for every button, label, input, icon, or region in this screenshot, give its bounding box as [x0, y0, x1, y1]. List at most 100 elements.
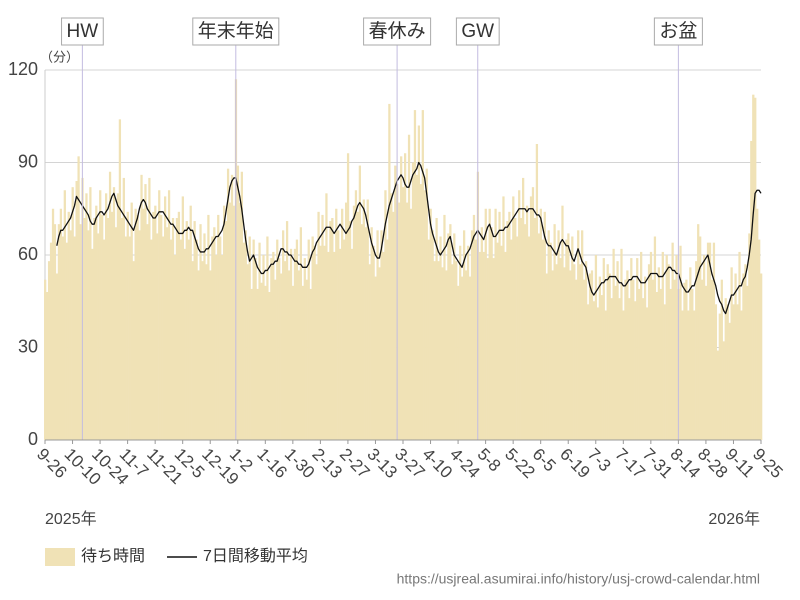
bar — [97, 233, 100, 440]
bar — [533, 218, 537, 440]
bar — [421, 110, 424, 440]
bar — [557, 230, 560, 440]
bar — [594, 255, 598, 440]
bar — [246, 264, 249, 440]
bar — [419, 184, 422, 440]
bar — [502, 196, 505, 440]
bar — [563, 267, 566, 440]
bar — [156, 233, 159, 440]
bar — [177, 211, 181, 440]
bar — [242, 242, 245, 440]
bar — [103, 239, 106, 440]
bar — [695, 261, 698, 440]
x-tick-label: 5-22 — [501, 445, 538, 482]
x-tick-label: 1-16 — [253, 445, 290, 482]
bar — [730, 267, 733, 440]
bar — [205, 264, 208, 440]
bar — [317, 211, 320, 440]
bar — [508, 211, 511, 440]
bar — [411, 162, 415, 440]
bar — [738, 251, 741, 440]
bar — [687, 310, 690, 440]
bar — [518, 190, 521, 440]
bar — [319, 245, 322, 440]
bar — [555, 264, 558, 440]
bar — [378, 267, 381, 440]
bar — [685, 279, 688, 440]
bar — [254, 258, 257, 440]
bar — [596, 307, 600, 440]
bar — [362, 199, 365, 440]
bar — [441, 267, 444, 440]
bar — [494, 208, 497, 440]
bar — [724, 298, 727, 440]
bar — [638, 288, 641, 440]
bar — [673, 279, 676, 440]
bar — [250, 288, 253, 440]
bar — [79, 224, 82, 440]
bar — [527, 236, 531, 440]
bar — [701, 279, 704, 440]
bar — [77, 156, 80, 441]
bar — [93, 218, 96, 440]
bar — [466, 245, 470, 440]
bar — [189, 205, 192, 440]
bar — [665, 255, 668, 440]
bar — [285, 221, 289, 440]
bar — [71, 187, 74, 440]
bar — [89, 187, 92, 440]
x-tick-label: 3-13 — [363, 445, 400, 482]
bar — [51, 208, 55, 440]
bar — [382, 251, 385, 440]
bar — [622, 310, 625, 440]
bar — [402, 187, 405, 440]
bar — [291, 285, 295, 440]
bar — [364, 227, 367, 440]
bar — [183, 248, 186, 440]
bar — [474, 239, 478, 440]
start-year-label: 2025年 — [45, 510, 97, 528]
bar — [431, 230, 434, 440]
bar — [468, 276, 472, 440]
bar — [213, 227, 216, 440]
bar — [500, 245, 503, 440]
bar — [657, 267, 660, 440]
bar — [610, 298, 613, 440]
bar — [244, 230, 247, 440]
bar — [154, 205, 157, 440]
bar — [490, 227, 493, 440]
bar — [150, 239, 153, 440]
bar — [754, 97, 757, 440]
bar — [624, 279, 627, 440]
bar — [392, 211, 395, 440]
bar — [449, 224, 452, 440]
bar — [504, 251, 507, 440]
bar — [215, 255, 218, 440]
bar — [693, 310, 696, 440]
bar — [91, 248, 94, 440]
bar — [480, 227, 483, 440]
bar — [146, 224, 149, 440]
bar — [45, 292, 49, 440]
bar — [73, 236, 76, 440]
bar — [659, 288, 662, 440]
bar — [280, 273, 283, 440]
bar — [165, 227, 169, 440]
bar — [433, 261, 436, 440]
bar — [309, 288, 312, 440]
bar — [134, 208, 137, 440]
bar — [179, 239, 183, 440]
bar — [571, 236, 574, 440]
bar — [118, 119, 122, 440]
bar — [415, 174, 419, 441]
bar — [268, 292, 271, 440]
bar — [403, 153, 407, 440]
bar — [736, 304, 739, 440]
bar — [114, 227, 118, 440]
bar — [683, 282, 686, 440]
bar — [278, 258, 281, 440]
bar — [667, 264, 670, 440]
bar — [228, 202, 232, 440]
bar — [358, 165, 362, 441]
bar — [67, 211, 70, 440]
